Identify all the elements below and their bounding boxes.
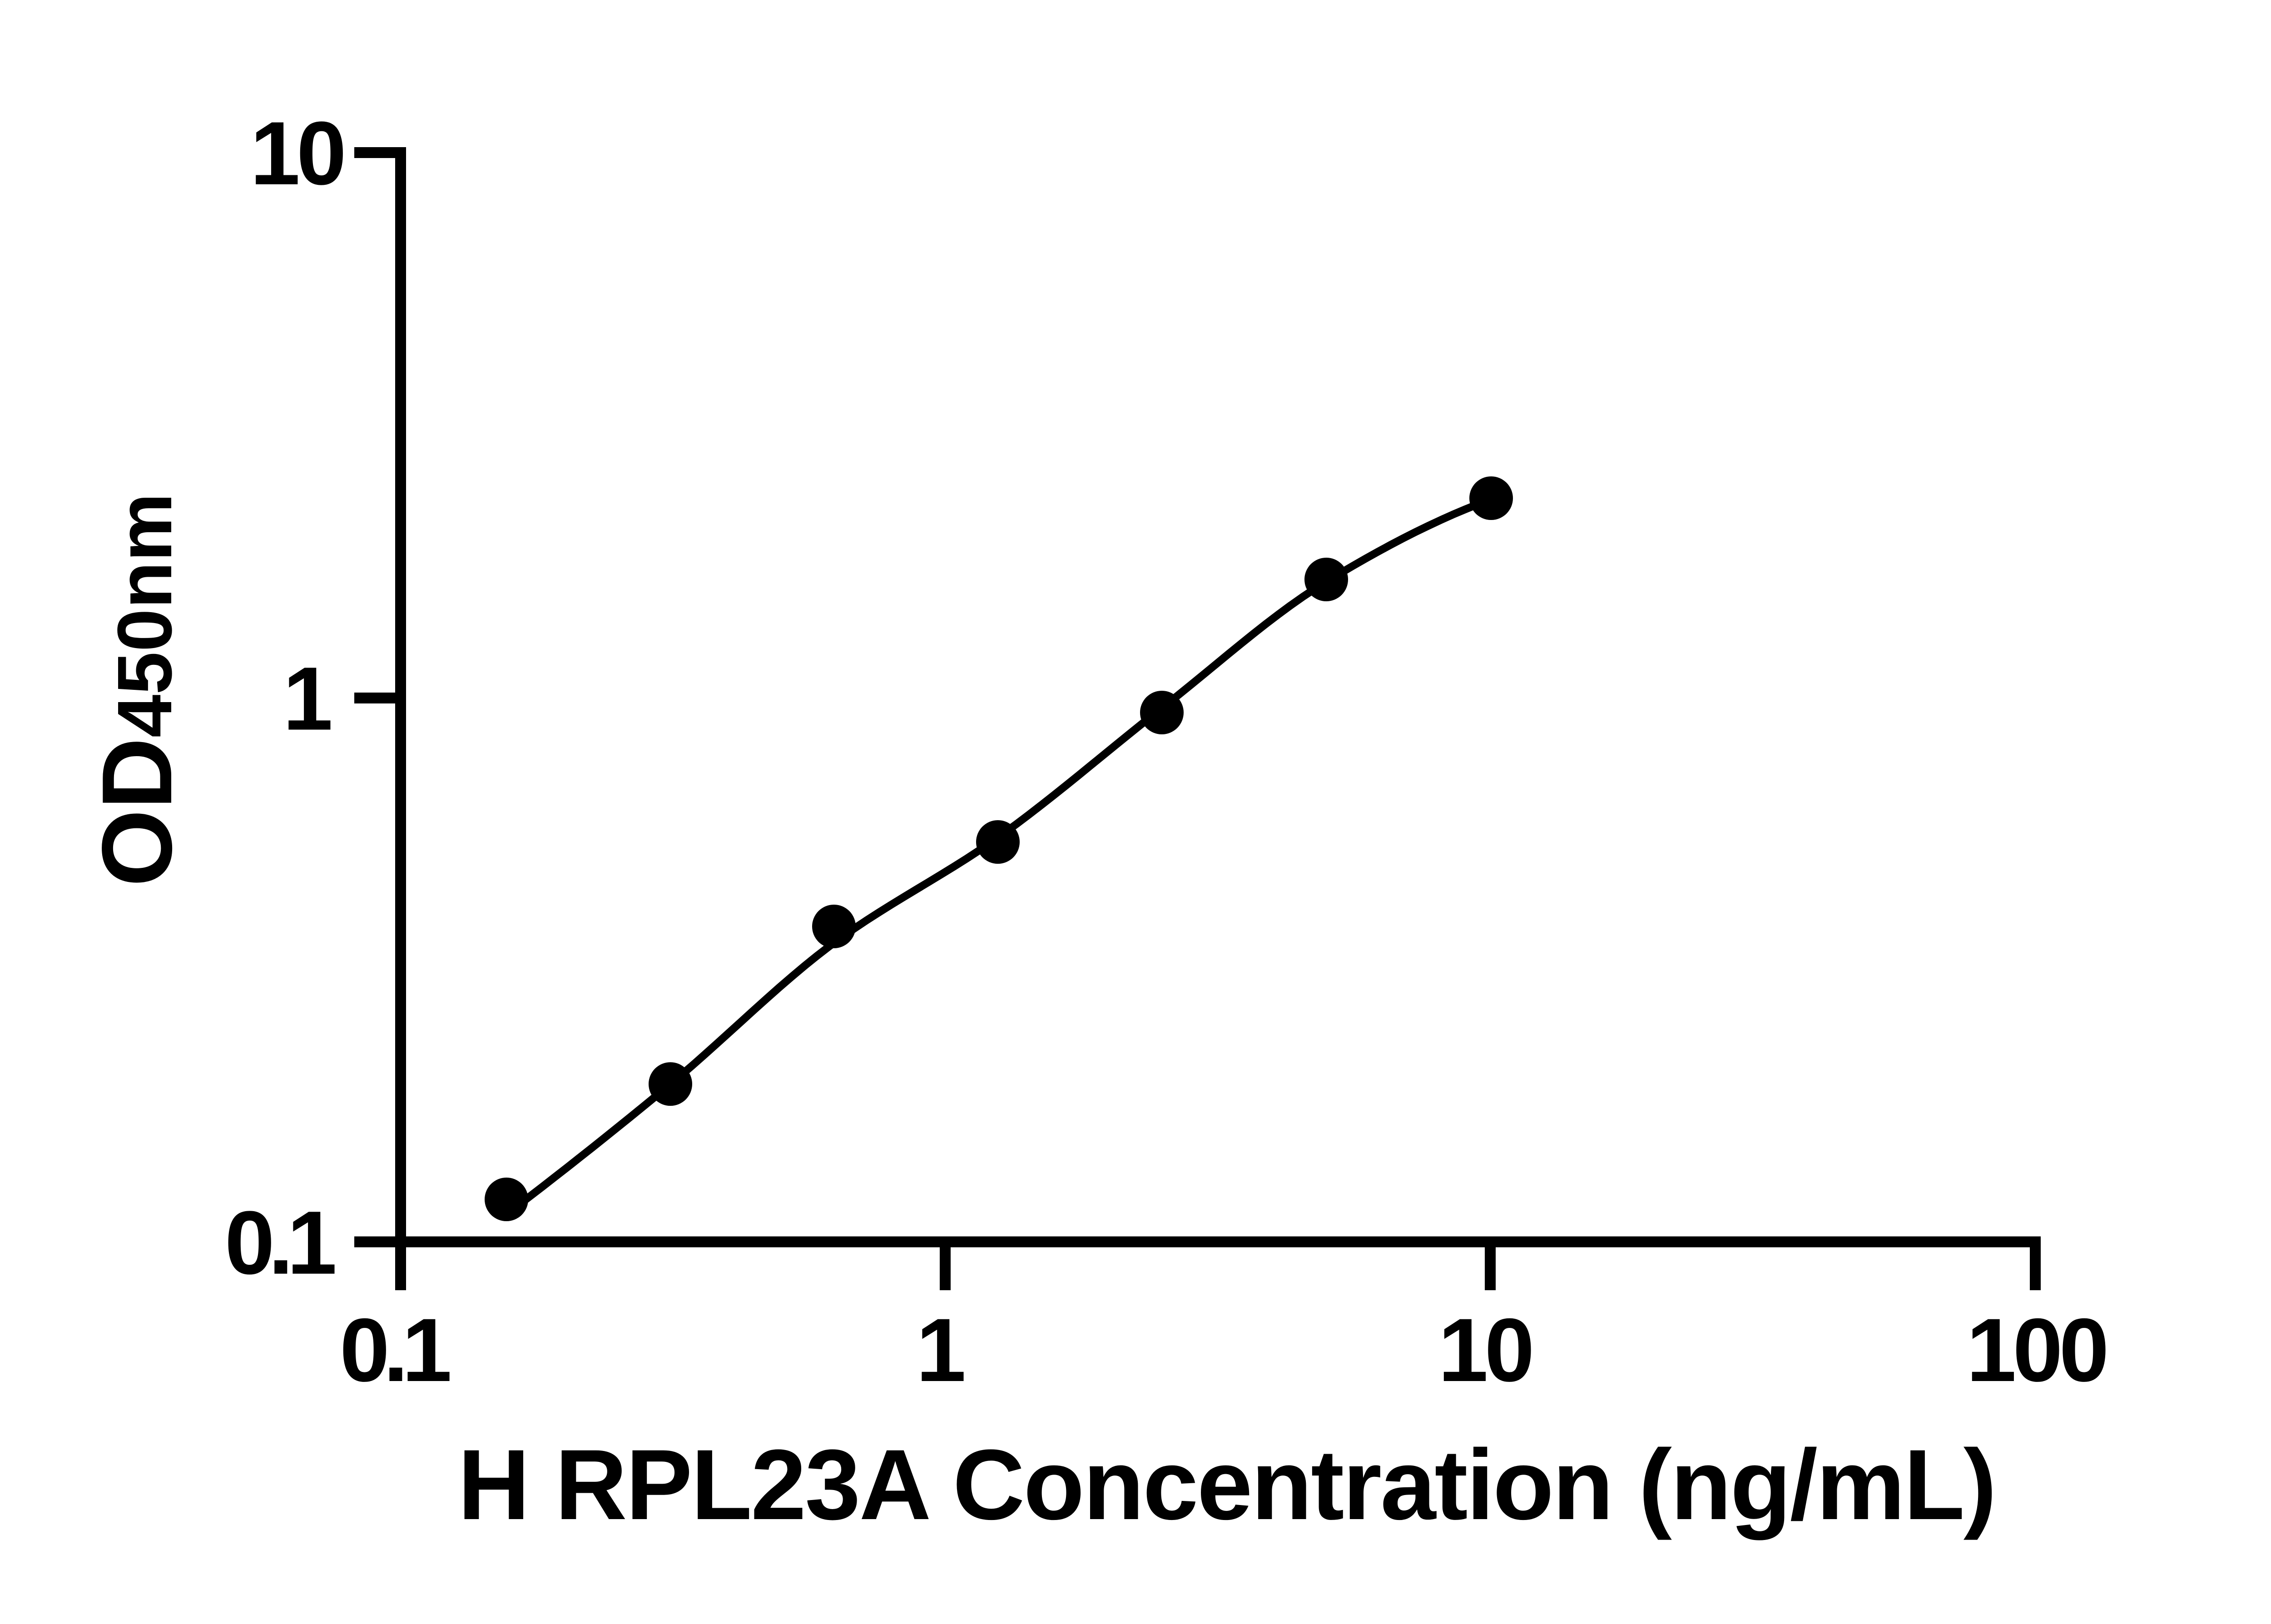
svg-text:H RPL23A Concentration (ng/mL): H RPL23A Concentration (ng/mL) <box>458 1429 1995 1540</box>
svg-text:0.1: 0.1 <box>340 1300 450 1400</box>
svg-text:1: 1 <box>283 649 333 749</box>
svg-text:10: 10 <box>1438 1300 1531 1400</box>
svg-text:10: 10 <box>250 103 343 203</box>
svg-text:1: 1 <box>916 1300 966 1400</box>
svg-text:100: 100 <box>1966 1300 2105 1400</box>
svg-text:OD450nm: OD450nm <box>82 493 193 886</box>
svg-text:0.1: 0.1 <box>225 1193 335 1293</box>
